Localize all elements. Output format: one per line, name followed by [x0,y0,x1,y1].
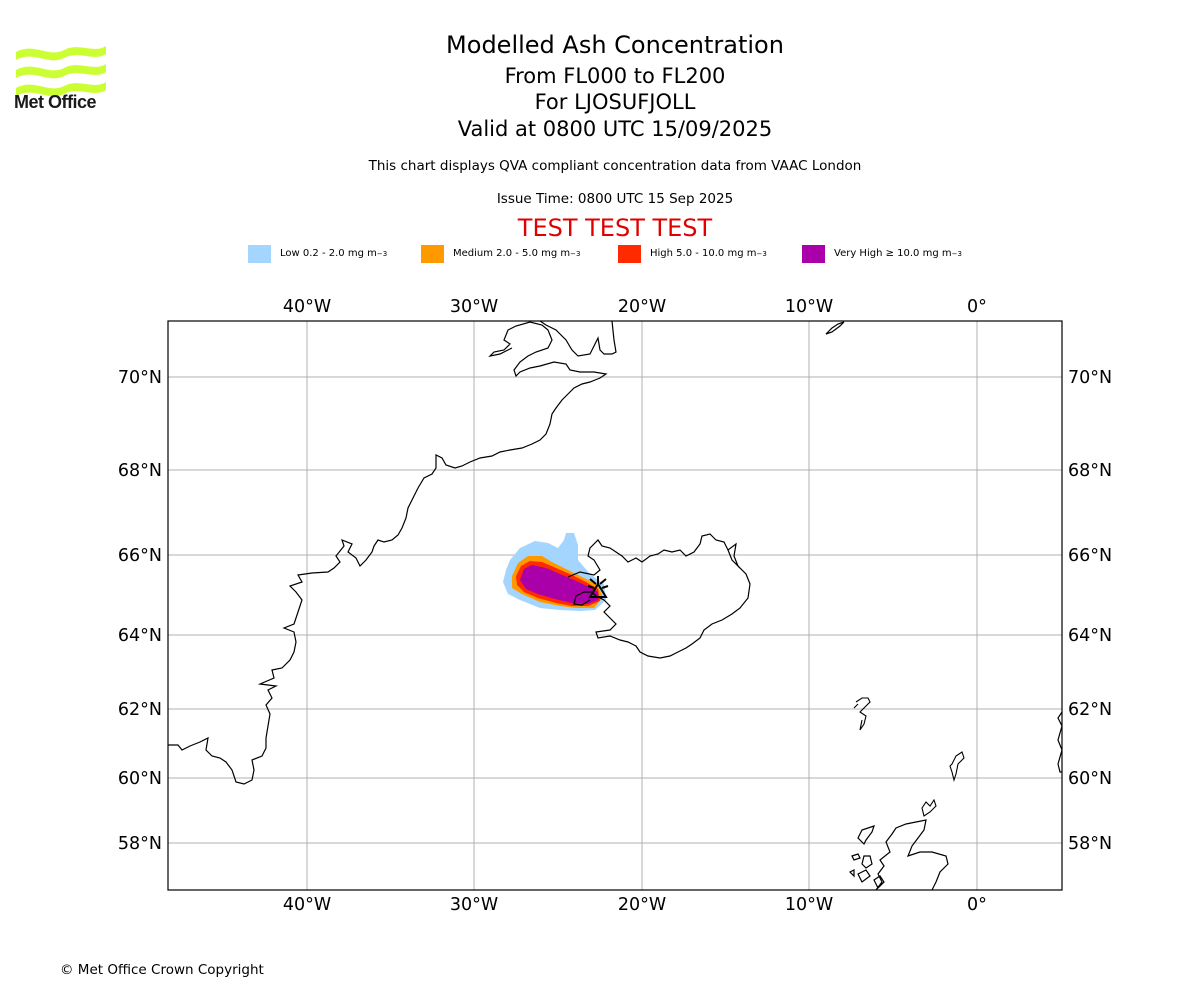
orkney-islands [921,798,937,817]
greenland-north-coast [539,321,617,357]
legend-item-very-high: Very High ≥ 10.0 mg m −3 [802,244,962,263]
logo-text: Met Office [14,92,97,112]
issue-time: Issue Time: 0800 UTC 15 Sep 2025 [496,191,734,207]
flight-level-subtitle: From FL000 to FL200 [504,64,726,88]
legend-swatch-medium [421,244,444,263]
met-office-logo-icon [16,46,106,97]
legend-exp-very-high: −3 [951,249,962,258]
lat-tick-right: 60°N [1068,769,1112,789]
lon-tick-bottom: 40°W [283,895,331,915]
lat-tick-left: 66°N [118,546,162,566]
gridlines [168,321,1062,890]
volcano-subtitle: For LJOSUFJOLL [534,90,696,114]
lat-tick-right: 58°N [1068,834,1112,854]
legend-swatch-very-high [802,244,825,263]
iceland-east-detail [727,549,741,569]
lon-tick-top: 20°W [618,297,666,317]
legend-label-high: High 5.0 - 10.0 mg m [650,248,757,259]
copyright-notice: © Met Office Crown Copyright [60,962,264,978]
lat-tick-right: 62°N [1068,700,1112,720]
scotland-coastline [848,819,949,890]
volcano-icon [587,576,609,598]
legend-item-low: Low 0.2 - 2.0 mg m −3 [248,244,387,263]
legend-item-medium: Medium 2.0 - 5.0 mg m −3 [421,244,580,263]
shetland-islands [949,751,965,782]
lat-tick-right: 68°N [1068,461,1112,481]
lon-tick-bottom: 0° [967,895,987,915]
legend-item-high: High 5.0 - 10.0 mg m −3 [618,244,767,263]
lon-tick-top: 10°W [785,297,833,317]
chart-description: This chart displays QVA compliant concen… [368,158,862,174]
lon-tick-top: 30°W [450,297,498,317]
chart-title: Modelled Ash Concentration [446,31,784,59]
faroe-islands [853,697,871,731]
lon-tick-bottom: 20°W [618,895,666,915]
lat-tick-right: 66°N [1068,546,1112,566]
lat-tick-right: 64°N [1068,626,1112,646]
legend-label-medium: Medium 2.0 - 5.0 mg m [453,248,571,259]
valid-time-subtitle: Valid at 0800 UTC 15/09/2025 [457,117,773,141]
lat-tick-right: 70°N [1068,368,1112,388]
legend-exp-medium: −3 [570,249,581,258]
iceland-coastline [567,533,751,659]
map-frame [167,320,1063,891]
lat-tick-left: 62°N [118,700,162,720]
legend-label-low: Low 0.2 - 2.0 mg m [280,248,377,259]
legend-swatch-low [248,244,271,263]
lon-tick-bottom: 30°W [450,895,498,915]
test-banner: TEST TEST TEST [517,214,713,242]
lon-tick-top: 0° [967,297,987,317]
lat-tick-left: 70°N [118,368,162,388]
legend-swatch-high [618,244,641,263]
lat-tick-left: 60°N [118,769,162,789]
lon-tick-top: 40°W [283,297,331,317]
east-coast-fragment [825,321,845,335]
lon-tick-bottom: 10°W [785,895,833,915]
lat-tick-left: 58°N [118,834,162,854]
legend-exp-high: −3 [756,249,767,258]
lat-tick-left: 64°N [118,626,162,646]
legend-exp-low: −3 [376,249,388,258]
norway-coastline [1057,711,1062,773]
legend-label-very-high: Very High ≥ 10.0 mg m [834,248,952,259]
greenland-coastline [168,321,608,785]
lat-tick-left: 68°N [118,461,162,481]
